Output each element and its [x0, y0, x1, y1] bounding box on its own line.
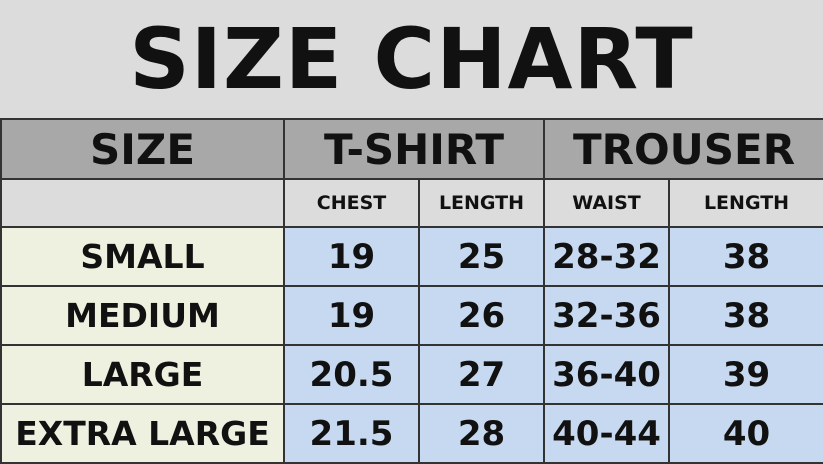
size-cell: MEDIUM	[0, 285, 285, 346]
page-title: SIZE CHART	[0, 0, 823, 118]
subheader-row: CHEST LENGTH WAIST LENGTH	[0, 178, 823, 228]
size-cell: EXTRA LARGE	[0, 403, 285, 464]
waist-cell: 32-36	[543, 285, 671, 346]
header-size: SIZE	[0, 118, 285, 180]
chest-cell: 19	[283, 226, 420, 287]
header-row: SIZE T-SHIRT TROUSER	[0, 118, 823, 180]
size-chart-table: SIZE T-SHIRT TROUSER CHEST LENGTH WAIST …	[0, 118, 823, 464]
subheader-trouser-length: LENGTH	[668, 178, 823, 228]
trouser-length-cell: 40	[668, 403, 823, 464]
trouser-length-cell: 38	[668, 226, 823, 287]
chest-cell: 19	[283, 285, 420, 346]
trouser-length-cell: 38	[668, 285, 823, 346]
table-row: MEDIUM 19 26 32-36 38	[0, 285, 823, 346]
header-tshirt: T-SHIRT	[282, 118, 546, 180]
chest-cell: 21.5	[283, 403, 420, 464]
trouser-length-cell: 39	[668, 344, 823, 405]
waist-cell: 28-32	[543, 226, 671, 287]
tshirt-length-cell: 25	[417, 226, 546, 287]
header-trouser: TROUSER	[543, 118, 823, 180]
subheader-tshirt-length: LENGTH	[417, 178, 546, 228]
table-row: SMALL 19 25 28-32 38	[0, 226, 823, 287]
subheader-empty	[0, 178, 285, 228]
tshirt-length-cell: 28	[417, 403, 546, 464]
waist-cell: 36-40	[543, 344, 671, 405]
size-cell: LARGE	[0, 344, 285, 405]
tshirt-length-cell: 26	[417, 285, 546, 346]
subheader-waist: WAIST	[543, 178, 671, 228]
tshirt-length-cell: 27	[417, 344, 546, 405]
table-row: LARGE 20.5 27 36-40 39	[0, 344, 823, 405]
table-row: EXTRA LARGE 21.5 28 40-44 40	[0, 403, 823, 464]
chest-cell: 20.5	[283, 344, 420, 405]
waist-cell: 40-44	[543, 403, 671, 464]
subheader-chest: CHEST	[283, 178, 420, 228]
size-cell: SMALL	[0, 226, 285, 287]
